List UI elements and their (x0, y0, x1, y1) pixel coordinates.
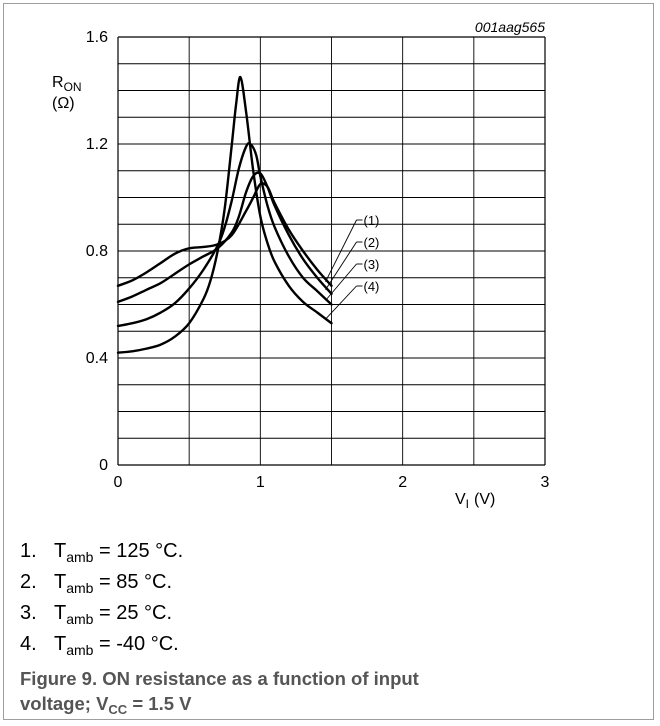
series-line-2 (116, 171, 333, 304)
series-label-2: (2) (364, 235, 380, 250)
series-line-3 (116, 142, 333, 328)
series-label-4: (4) (364, 279, 380, 294)
legend-item-1: 1. Tamb = 125 °C. (20, 540, 184, 565)
y-tick-label: 1.2 (86, 136, 108, 153)
y-tick-label: 0.4 (86, 350, 108, 367)
x-tick-label: 2 (398, 474, 407, 491)
legend-list: 1. Tamb = 125 °C. 2. Tamb = 85 °C. 3. Tamb … (20, 536, 183, 660)
y-tick-label: 0.8 (86, 243, 108, 260)
figure-id: 001aag565 (475, 19, 545, 35)
y-tick-label: 1.6 (86, 29, 108, 46)
x-axis-label: VI (V) (455, 491, 495, 511)
legend-item-4: 4. Tamb = -40 °C. (20, 633, 179, 658)
series-label-1: (1) (364, 213, 380, 228)
series-line-1 (116, 182, 333, 287)
x-tick-label: 1 (256, 474, 265, 491)
y-tick-label: 0 (99, 457, 108, 474)
legend-item-3: 3. Tamb = 25 °C. (20, 602, 173, 627)
series-label-3: (3) (364, 257, 380, 272)
series-leader-4 (325, 285, 357, 320)
y-axis-label: RON (52, 74, 82, 94)
series-leader-3 (325, 263, 357, 301)
series-leader-1 (325, 219, 357, 282)
y-axis-unit: (Ω) (52, 95, 75, 112)
figure-frame (3, 3, 654, 720)
series-leader-2 (325, 241, 357, 291)
figure-caption: Figure 9. ON resistance as a function of… (20, 666, 460, 718)
x-tick-label: 0 (114, 474, 123, 491)
chart: 001aag565 RON (Ω) VI (V) 0 0.4 0.8 1.2 1.6 0 1 2… (52, 19, 550, 511)
x-tick-label: 3 (541, 474, 550, 491)
caption-line-1: Figure 9. ON resistance as a function of… (20, 668, 419, 689)
caption-line-2: voltage; VCC = 1.5 V (20, 693, 192, 717)
series-line-4 (116, 75, 333, 354)
legend-item-2: 2. Tamb = 85 °C. (20, 571, 173, 596)
